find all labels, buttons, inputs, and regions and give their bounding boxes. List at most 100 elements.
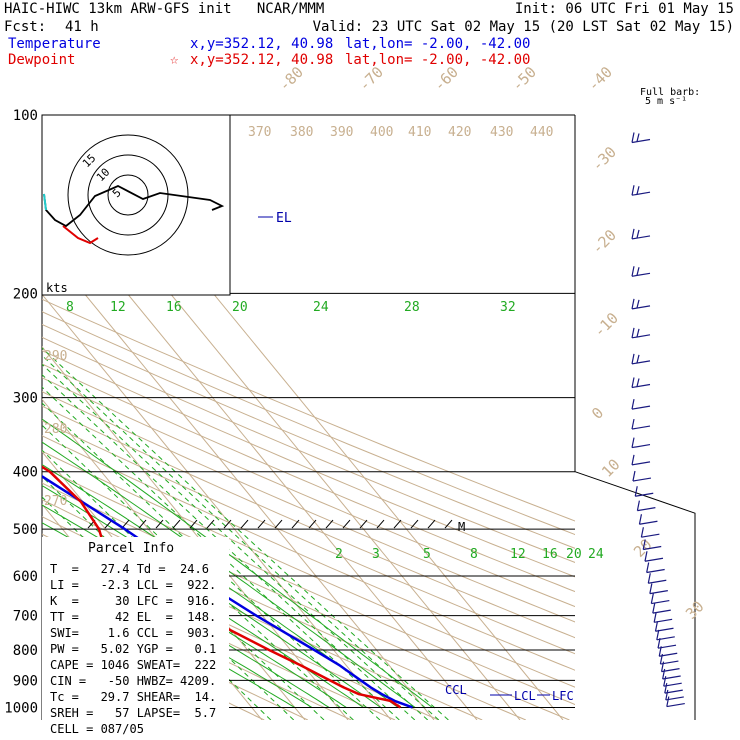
wind-barb-flag <box>632 470 636 482</box>
wind-barb-staff <box>648 579 667 584</box>
dry-adiabat <box>42 420 575 655</box>
wind-barb-staff <box>652 609 671 614</box>
dry-adiabat <box>42 377 575 608</box>
parcel-info-row: LI = -2.3 LCL = 922. <box>50 578 216 592</box>
dry-adiabat <box>42 298 575 522</box>
wind-barb-flag <box>636 229 640 239</box>
wind-barb-flag <box>631 298 635 310</box>
parcel-info-row: TT = 42 EL = 148. <box>50 610 216 624</box>
wind-barb-staff <box>631 191 651 196</box>
init-time: Init: 06 UTC Fri 01 May 15 <box>514 1 734 17</box>
mixing-ratio-label: 24 <box>313 300 329 315</box>
parcel-info-row: SREH = 57 LAPSE= 5.7 <box>50 706 216 720</box>
parcel-info-row: PW = 5.02 YGP = 0.1 <box>50 642 216 656</box>
freezing-hatch <box>155 519 164 529</box>
wind-barb-staff <box>631 461 651 466</box>
temperature-legend: Temperature <box>8 36 101 52</box>
temperature-xy: x,y=352.12, 40.98 <box>190 36 334 52</box>
isotherm <box>0 115 4 720</box>
forecast-label: Fcst: <box>4 19 47 35</box>
wind-barb-staff <box>631 425 651 430</box>
wind-barb-staff <box>639 520 658 525</box>
pressure-label-900: 900 <box>13 673 38 689</box>
freezing-hatch <box>444 519 453 529</box>
wind-barb-staff <box>631 305 651 310</box>
wind-barb-staff <box>631 443 651 449</box>
pressure-label-100: 100 <box>13 108 38 124</box>
isotherm <box>42 241 435 720</box>
isotherm-label: -70 <box>355 63 387 95</box>
parcel-info-row: CAPE = 1046 SWEAT= 222 <box>50 658 216 672</box>
wind-barb-flag <box>636 500 640 511</box>
freezing-hatch <box>308 519 317 529</box>
barb-legend-title: Full barb: <box>640 87 700 98</box>
dry-adiabat <box>42 450 575 688</box>
valid-time: Valid: 23 UTC Sat 02 May 15 (20 LST Sat … <box>312 19 734 35</box>
hodograph-trace <box>43 185 225 228</box>
wind-barb-flag <box>631 327 635 338</box>
wind-barb-staff <box>635 492 654 497</box>
isotherm-label: -30 <box>588 143 620 175</box>
dewpoint-legend: Dewpoint <box>8 52 76 68</box>
wind-barb-flag <box>631 132 635 143</box>
wind-barb-flag <box>636 328 640 337</box>
chart-title: HAIC-HIWC 13km ARW-GFS init NCAR/MMM <box>4 1 325 17</box>
freezing-hatch <box>240 519 249 529</box>
mixing-ratio-line <box>42 424 354 720</box>
wind-barb-flag <box>658 646 662 657</box>
wind-barb-flag <box>663 676 667 687</box>
wind-barb-flag <box>652 602 656 614</box>
wind-barb-flag <box>640 527 644 538</box>
theta-label: 420 <box>448 125 471 140</box>
wind-barb-flag <box>666 696 670 707</box>
dewpoint-latlon: lat,lon= -2.00, -42.00 <box>345 52 531 68</box>
wind-barb-flag <box>646 562 650 573</box>
theta-label: 270 <box>44 494 67 509</box>
mixing-ratio-label: 8 <box>66 300 74 315</box>
temperature-profile <box>42 474 413 709</box>
wind-barb-staff <box>651 599 670 605</box>
pressure-label-300: 300 <box>13 391 38 407</box>
wind-barb-staff <box>631 360 651 365</box>
wind-barb-staff <box>631 235 651 240</box>
freezing-hatch <box>274 519 283 529</box>
freezing-hatch <box>138 519 147 529</box>
hodograph-trace-low <box>62 225 99 245</box>
theta-label: 440 <box>530 125 553 140</box>
isotherm-label: -60 <box>430 63 462 95</box>
freezing-hatch <box>393 519 402 529</box>
isotherm-label: -40 <box>584 63 616 95</box>
wind-barb-staff <box>632 477 652 482</box>
wind-barb-flag <box>660 661 665 672</box>
wind-barb-flag <box>631 454 635 465</box>
parcel-info-row: K = 30 LFC = 916. <box>50 594 216 608</box>
dry-adiabat <box>42 391 575 623</box>
wind-barb-flag <box>631 377 635 388</box>
isotherm-label: 0 <box>588 404 607 423</box>
theta-label: 280 <box>44 422 67 437</box>
hodograph-box <box>41 114 231 296</box>
parcel-info-title: Parcel Info <box>88 541 174 556</box>
freezing-hatch <box>189 519 198 529</box>
dewpoint-star-icon: ☆ <box>170 52 179 68</box>
dewpoint-profile <box>42 465 402 709</box>
hodograph-trace-surface <box>43 193 47 211</box>
pressure-label-200: 200 <box>13 286 38 302</box>
mixing-ratio-label: 12 <box>510 547 526 562</box>
mixing-ratio-line <box>42 402 381 720</box>
theta-label: 370 <box>248 125 271 140</box>
mixing-ratio-label: 3 <box>372 547 380 562</box>
freezing-hatch <box>223 519 232 529</box>
dry-adiabat <box>42 405 575 639</box>
wind-barb-flag <box>634 486 638 497</box>
hodograph-units: kts <box>46 281 68 295</box>
mixing-ratio-label: 8 <box>470 547 478 562</box>
wind-barb-flag <box>631 418 635 430</box>
hodograph-ring <box>67 134 189 256</box>
parcel-info-row: CELL = 087/05 <box>50 722 144 736</box>
mixing-ratio-line <box>42 386 400 720</box>
freezing-hatch <box>257 519 266 529</box>
mixing-ratio-label: 12 <box>110 300 126 315</box>
wind-barb-flag <box>631 437 635 448</box>
